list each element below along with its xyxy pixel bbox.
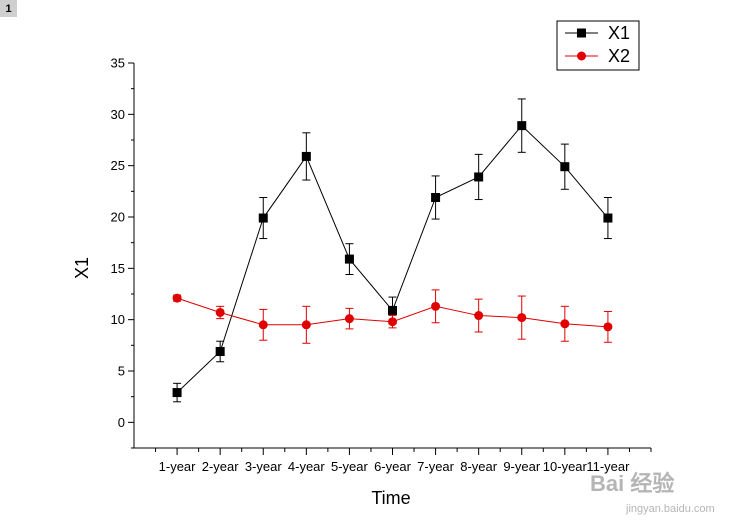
data-point — [517, 313, 527, 323]
data-point — [431, 192, 441, 202]
x-tick-label: 9-year — [503, 459, 541, 474]
y-axis-title: X1 — [72, 257, 92, 279]
x-tick-label: 10-year — [543, 459, 588, 474]
data-point — [560, 162, 570, 172]
x-tick-label: 6-year — [374, 459, 412, 474]
y-tick-label: 25 — [111, 158, 125, 173]
watermark: Bai 经验 jingyan.baidu.com — [590, 471, 715, 515]
watermark-url: jingyan.baidu.com — [625, 503, 715, 515]
x-tick-label: 3-year — [245, 459, 283, 474]
series-x1 — [172, 98, 613, 403]
y-tick-label: 0 — [118, 415, 125, 430]
data-point — [388, 305, 397, 315]
legend-label: X1 — [608, 23, 630, 43]
y-tick-label: 15 — [111, 261, 125, 276]
data-point — [560, 319, 570, 329]
x-tick-label: 11-year — [586, 459, 630, 474]
data-point — [344, 254, 354, 264]
data-point — [172, 293, 182, 303]
data-point — [474, 172, 484, 182]
data-point — [301, 151, 311, 161]
y-tick-label: 35 — [111, 56, 125, 71]
page-number-badge: 1 — [0, 0, 17, 17]
y-tick-label: 20 — [111, 210, 125, 225]
y-tick-label: 5 — [118, 364, 125, 379]
data-point — [301, 320, 311, 330]
x-tick-label: 5-year — [331, 459, 369, 474]
x-tick-label: 2-year — [202, 459, 240, 474]
x-tick-label: 7-year — [417, 459, 455, 474]
data-point — [517, 121, 527, 131]
data-point — [258, 320, 268, 330]
data-point — [474, 311, 484, 321]
x-tick-label: 1-year — [159, 459, 197, 474]
data-point — [215, 346, 225, 356]
legend-label: X2 — [608, 46, 630, 66]
data-point — [172, 388, 182, 398]
x-tick-label: 8-year — [460, 459, 498, 474]
data-point — [215, 307, 225, 317]
data-point — [258, 213, 268, 223]
legend-box — [556, 20, 640, 71]
series-line — [176, 124, 609, 393]
y-tick-label: 30 — [111, 107, 125, 122]
legend-marker — [577, 28, 586, 38]
data-point — [431, 301, 441, 311]
data-point — [603, 322, 613, 332]
data-point — [344, 314, 354, 324]
data-point — [603, 213, 613, 223]
data-point — [388, 317, 397, 327]
watermark-text: Bai 经验 — [590, 471, 674, 496]
series-x2 — [172, 289, 613, 344]
x-axis-title: Time — [371, 488, 410, 508]
series-layer — [172, 98, 613, 403]
y-tick-label: 10 — [111, 312, 125, 327]
x-tick-label: 4-year — [288, 459, 326, 474]
axes-group: 0 5 10 15 20 25 30 35 1-year 2-year 3-year 4-year 5-… — [111, 56, 652, 474]
legend-marker — [577, 51, 586, 61]
